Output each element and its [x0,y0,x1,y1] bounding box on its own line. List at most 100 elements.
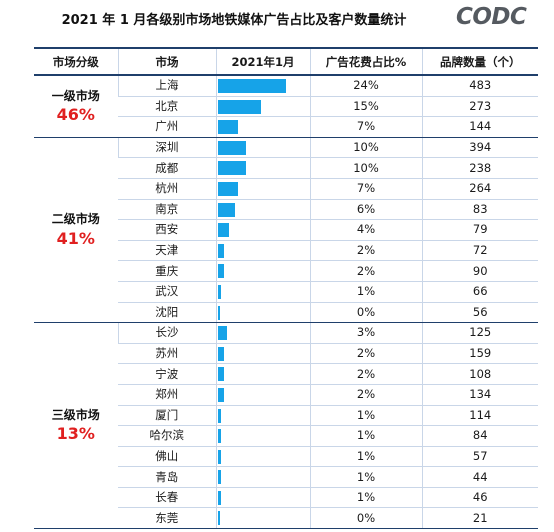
ad-share-cell: 2% [309,343,422,365]
share-bar [217,79,286,93]
brand-count-cell: 90 [421,260,538,282]
bar-cell [215,281,310,303]
table-row: 佛山 1% 57 [34,446,538,468]
bar-cell [215,425,310,447]
share-bar [217,202,235,217]
table-row: 郑州 2% 134 [34,384,538,406]
bar-cell [215,302,310,324]
city-cell: 深圳 [117,137,216,159]
brand-count-cell: 108 [421,363,538,385]
header-city: 市场 [117,47,216,76]
ad-share-cell: 2% [309,384,422,406]
ad-share-cell: 10% [309,157,422,179]
share-bar [217,367,224,382]
ad-share-cell: 2% [309,363,422,385]
header-brand-count: 品牌数量（个） [421,47,538,76]
ad-share-cell: 15% [309,96,422,118]
tier-name: 二级市场 [51,212,100,227]
bar-cell [215,384,310,406]
tier-share: 41% [56,228,95,248]
ad-share-cell: 7% [309,178,422,200]
table-row: 天津 2% 72 [34,240,538,262]
share-bar [217,223,229,238]
brand-count-cell: 114 [421,405,538,427]
ad-share-cell: 1% [309,466,422,488]
brand-count-cell: 72 [421,240,538,262]
share-bar [217,387,224,402]
brand-count-cell: 273 [421,96,538,118]
brand-count-cell: 44 [421,466,538,488]
city-cell: 广州 [118,116,216,138]
city-cell: 郑州 [118,384,216,406]
tier-name: 一级市场 [51,88,100,103]
bar-cell [215,240,310,262]
table-row: 哈尔滨 1% 84 [34,425,538,447]
ad-share-cell: 3% [309,322,422,344]
share-bar [217,120,238,135]
city-cell: 青岛 [118,466,216,488]
header-month: 2021年1月 [215,47,310,76]
ad-share-cell: 6% [309,199,422,221]
tier-share: 46% [56,104,95,124]
bar-cell [215,363,310,385]
share-bar [217,408,221,423]
table-row: 广州 7% 144 [34,116,538,138]
ad-share-cell: 1% [309,281,422,303]
bar-cell [215,343,310,365]
chart-title: 2021 年 1 月各级别市场地铁媒体广告占比及客户数量统计 [61,13,407,28]
table-row: 二级市场 41% 深圳 10% 394 [34,137,538,324]
bar-cell [215,405,310,427]
city-cell: 长春 [118,487,216,509]
brand-count-cell: 66 [421,281,538,303]
city-cell: 哈尔滨 [118,425,216,447]
ad-share-cell: 10% [309,137,422,159]
table-row: 北京 15% 273 [34,96,538,118]
share-bar [217,346,224,361]
city-cell: 天津 [118,240,216,262]
share-bar [217,305,220,320]
bar-cell [215,75,310,97]
brand-count-cell: 483 [421,75,538,97]
share-bar [217,140,246,155]
table-row: 东莞 0% 21 [34,507,538,530]
bar-cell [215,322,310,344]
brand-count-cell: 79 [421,219,538,241]
market-share-table: 市场分级 市场 2021年1月 广告花费占比% 品牌数量（个） 一级市场 46% 上… [34,47,538,530]
bar-cell [215,96,310,118]
share-bar [217,181,238,196]
table-row: 宁波 2% 108 [34,363,538,385]
share-bar [217,284,221,299]
share-bar [217,511,220,526]
ad-share-cell: 7% [309,116,422,138]
tier-name: 三级市场 [51,407,100,422]
city-cell: 东莞 [118,507,216,530]
table-row: 武汉 1% 66 [34,281,538,303]
city-cell: 杭州 [118,178,216,200]
table-row: 苏州 2% 159 [34,343,538,365]
brand-count-cell: 125 [421,322,538,344]
ad-share-cell: 0% [309,302,422,324]
city-cell: 沈阳 [118,302,216,324]
brand-count-cell: 46 [421,487,538,509]
table-row: 青岛 1% 44 [34,466,538,488]
brand-count-cell: 264 [421,178,538,200]
table-row: 成都 10% 238 [34,157,538,179]
city-cell: 北京 [118,96,216,118]
city-cell: 宁波 [118,363,216,385]
ad-share-cell: 4% [309,219,422,241]
city-cell: 长沙 [117,322,216,344]
bar-cell [215,446,310,468]
share-bar [217,99,261,114]
bar-cell [215,116,310,138]
bar-cell [215,199,310,221]
table-row: 一级市场 46% 上海 24% 483 [34,75,538,138]
ad-share-cell: 0% [309,507,422,530]
city-cell: 苏州 [118,343,216,365]
brand-count-cell: 83 [421,199,538,221]
header-tier: 市场分级 [34,47,118,76]
city-cell: 重庆 [118,260,216,282]
share-bar [217,490,221,505]
table-row: 厦门 1% 114 [34,405,538,427]
brand-count-cell: 21 [421,507,538,530]
ad-share-cell: 1% [309,487,422,509]
